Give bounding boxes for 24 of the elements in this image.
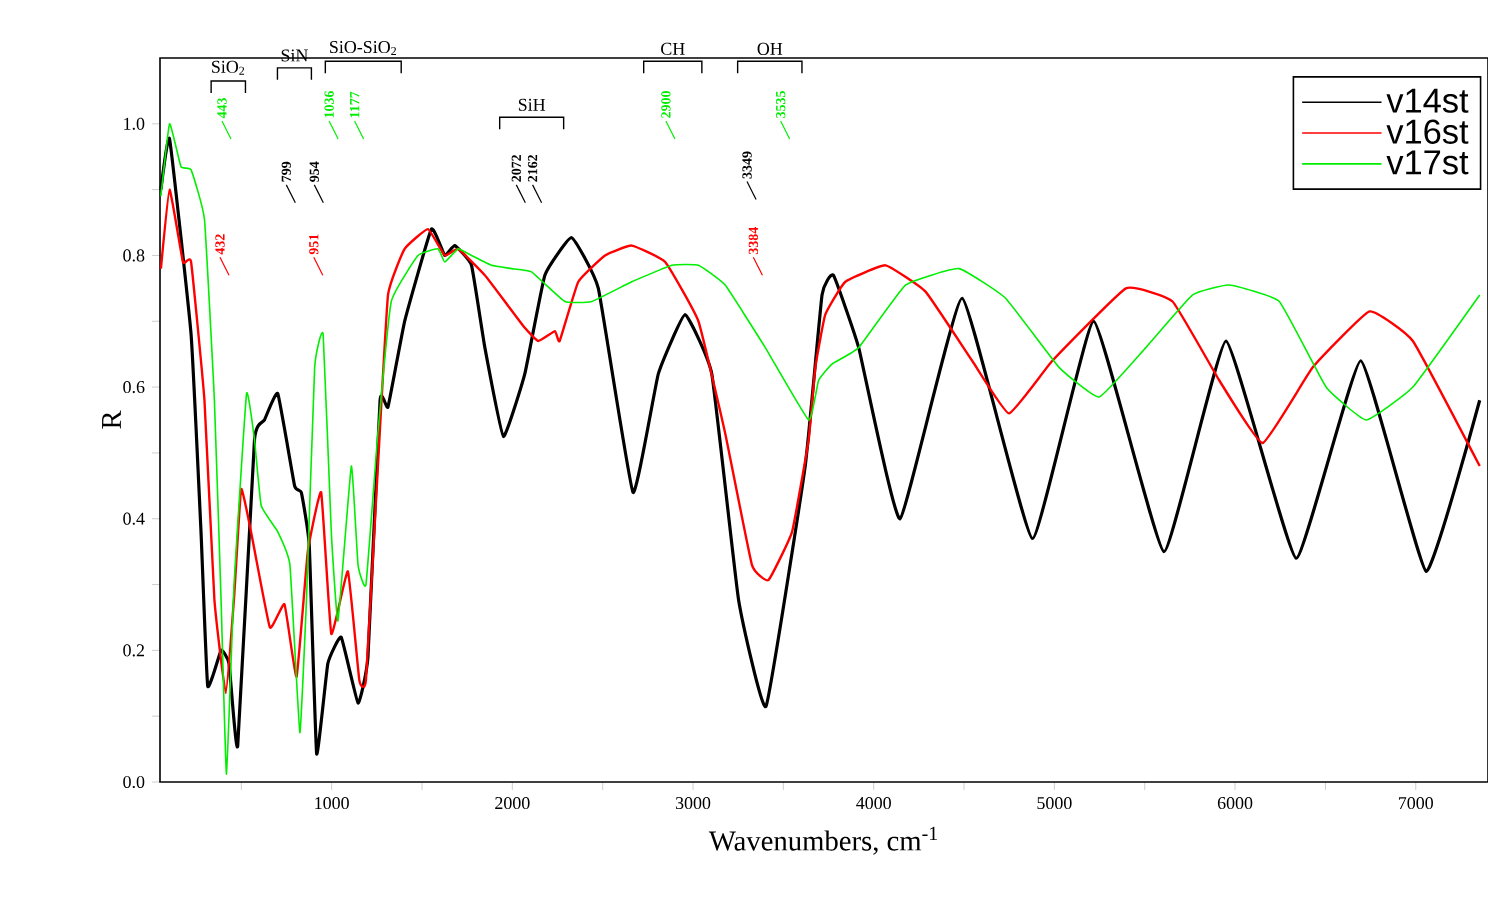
y-tick-label: 0.8 [123,249,145,262]
y-tick-label: 0.6 [123,380,145,394]
legend-label: v17st [1386,150,1469,175]
y-tick-label: 0.0 [123,775,145,789]
x-tick-label: 3000 [675,797,711,810]
text: CH [661,42,685,55]
x-tick-label: 2000 [495,797,530,810]
x-axis-title: Wavenumbers, cm$^{-1}$ [708,826,938,855]
y-tick-label: 0.4 [123,512,145,525]
line-series [159,188,1481,695]
text: SiO-SiO$_{2}$ [330,41,396,55]
annotation: SiH [518,98,546,111]
legend-label: v16st [1386,119,1469,144]
x-tick-label: 5000 [1037,797,1072,810]
annotation: SiO$_{2}$ [212,60,245,75]
text: OH [757,42,783,55]
y-tick-label: 1.0 [124,117,145,130]
x-tick-label: 4000 [856,797,891,810]
x-tick-label: 6000 [1217,797,1253,810]
x-tick-label: 1000 [315,797,349,810]
y-axis-title: R [102,410,121,429]
legend-label: v14st [1386,88,1469,113]
x-tick-label: 7000 [1398,797,1433,810]
y-tick-label: 0.2 [123,644,144,657]
